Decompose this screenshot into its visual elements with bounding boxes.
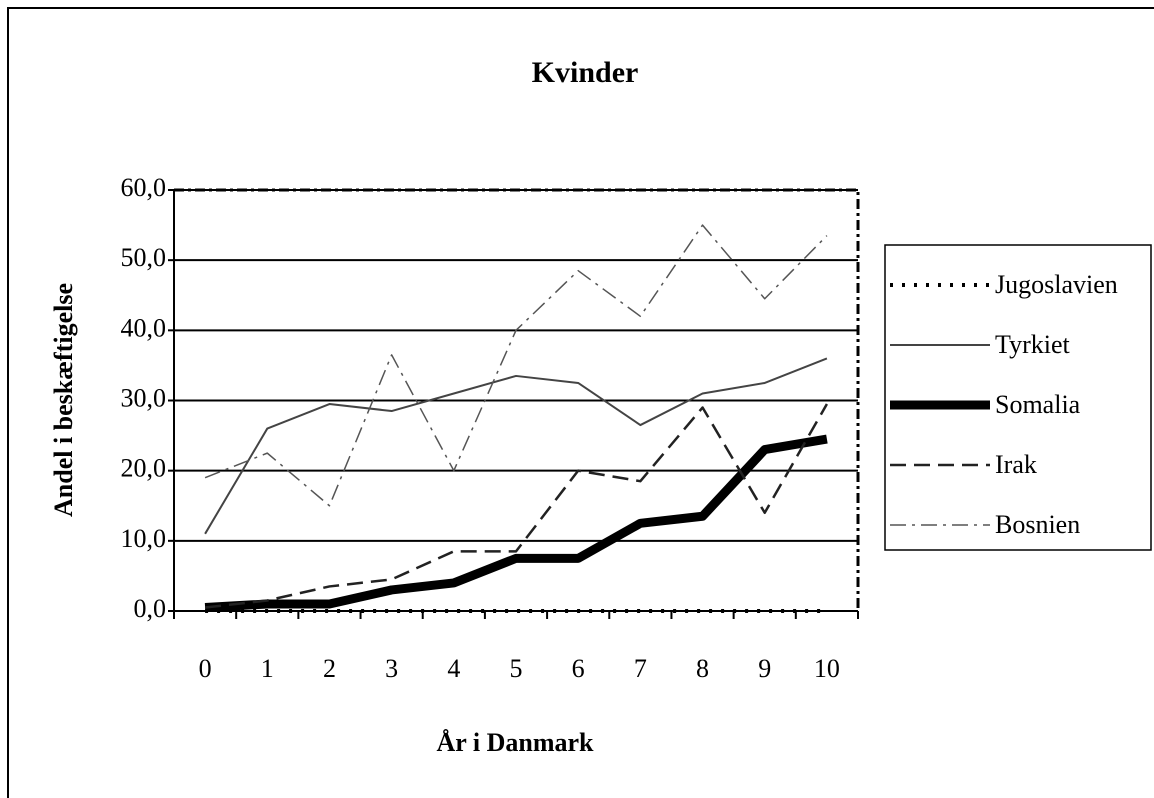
legend-box bbox=[884, 244, 1152, 551]
x-tick-label: 5 bbox=[510, 654, 523, 683]
y-tick-label: 10,0 bbox=[121, 524, 167, 553]
chart-title: Kvinder bbox=[532, 56, 639, 89]
y-axis-label: Andel i beskæftigelse bbox=[49, 283, 78, 517]
x-tick-label: 0 bbox=[199, 654, 212, 683]
x-tick-label: 2 bbox=[323, 654, 336, 683]
series-line bbox=[204, 224, 828, 507]
x-axis-label: År i Danmark bbox=[437, 728, 595, 757]
x-tick-label: 3 bbox=[385, 654, 398, 683]
legend-label: Irak bbox=[995, 450, 1037, 479]
legend-label: Jugoslavien bbox=[995, 270, 1118, 299]
x-tick-label: 4 bbox=[447, 654, 460, 683]
y-tick-label: 20,0 bbox=[121, 454, 167, 483]
y-tick-label: 60,0 bbox=[121, 173, 167, 202]
x-tick-label: 9 bbox=[758, 654, 771, 683]
x-tick-label: 6 bbox=[572, 654, 585, 683]
series-line bbox=[204, 403, 828, 609]
series-line bbox=[204, 357, 828, 535]
x-tick-label: 7 bbox=[634, 654, 647, 683]
frame bbox=[7, 7, 1154, 798]
y-tick-label: 30,0 bbox=[121, 383, 167, 412]
y-tick-label: 40,0 bbox=[121, 313, 167, 342]
legend-label: Bosnien bbox=[995, 510, 1080, 539]
x-tick-label: 1 bbox=[261, 654, 274, 683]
series-line bbox=[204, 434, 828, 612]
y-tick-label: 50,0 bbox=[121, 243, 167, 272]
legend-label: Somalia bbox=[995, 390, 1081, 419]
y-tick-label: 0,0 bbox=[134, 594, 167, 623]
x-tick-label: 8 bbox=[696, 654, 709, 683]
legend-label: Tyrkiet bbox=[995, 330, 1070, 359]
x-tick-label: 10 bbox=[814, 654, 840, 683]
